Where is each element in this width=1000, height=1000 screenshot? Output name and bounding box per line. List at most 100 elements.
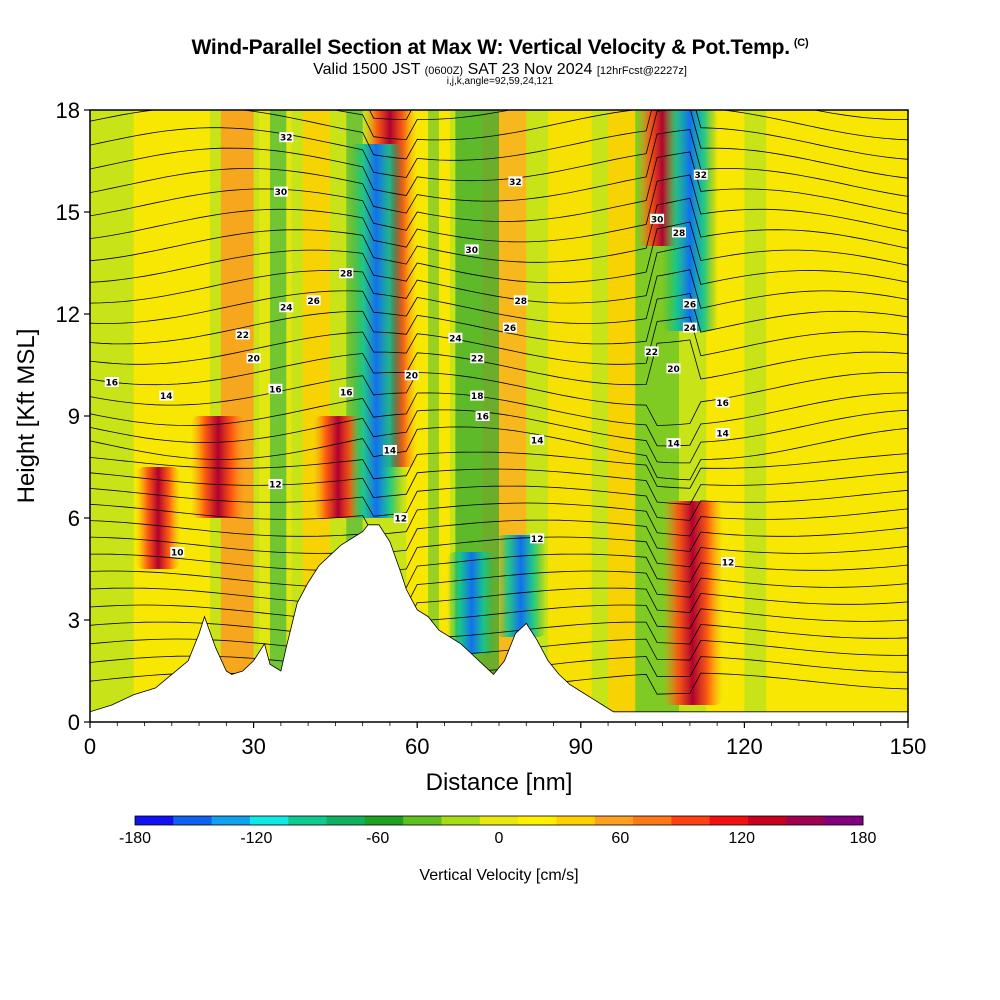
contour-label-bg: [715, 428, 730, 438]
theta-contour-line: [90, 339, 908, 386]
x-tick-label: 30: [241, 734, 265, 759]
contour-label-text: 12: [269, 481, 282, 491]
contour-label: 22: [470, 353, 485, 365]
contour-label: 12: [268, 479, 283, 491]
contour-label-bg: [268, 383, 283, 394]
chart-title: Wind-Parallel Section at Max W: Vertical…: [0, 36, 1000, 60]
theta-contour-line: [90, 129, 908, 214]
theta-contour-line: [90, 245, 908, 304]
colorbar-tick-label: 0: [495, 830, 504, 847]
y-tick-label: 15: [56, 200, 80, 225]
weak-downdraft-band: [428, 110, 440, 722]
theta-contour-line: [90, 151, 908, 231]
theta-contour-line: [90, 221, 908, 284]
colorbar-swatch: [173, 816, 213, 825]
contour-label-bg: [306, 295, 321, 306]
contour-label-bg: [530, 533, 545, 544]
colorbar-swatch: [786, 816, 826, 825]
contour-label-bg: [404, 370, 419, 381]
contour-label-bg: [513, 295, 528, 306]
contour-label: 24: [448, 332, 463, 344]
contour-label-text: 28: [340, 270, 353, 280]
contour-label-text: 16: [269, 385, 282, 395]
contour-label-bg: [268, 479, 283, 489]
contour-label-text: 20: [405, 372, 418, 382]
contour-label-text: 30: [275, 188, 288, 198]
contour-label-bg: [170, 547, 185, 557]
contour-label-text: 32: [695, 171, 708, 181]
contour-label: 16: [268, 383, 283, 395]
contour-label-text: 22: [236, 331, 249, 341]
weak-updraft-band: [608, 110, 636, 722]
theta-contour-line: [90, 372, 908, 426]
colorbar-swatch: [633, 816, 672, 825]
colorbar-swatch: [249, 816, 289, 825]
contour-label: 22: [644, 346, 659, 358]
terrain: [90, 524, 908, 722]
y-tick-label: 6: [68, 506, 80, 531]
weak-downdraft-band: [269, 110, 287, 722]
contour-label-bg: [650, 213, 665, 224]
contour-label-bg: [393, 513, 408, 523]
colorbar-swatch: [709, 816, 749, 825]
contour-label-bg: [382, 445, 397, 455]
contour-label-text: 24: [280, 304, 293, 314]
contour-label-bg: [273, 186, 288, 197]
y-tick-label: 9: [68, 404, 80, 429]
colorbar-tick-label: -180: [119, 830, 151, 847]
weak-updraft-band: [766, 110, 908, 722]
contour-label-text: 20: [247, 355, 260, 365]
x-tick-label: 150: [890, 734, 927, 759]
downdraft-core: [661, 110, 719, 331]
contour-label-text: 26: [504, 324, 517, 334]
colorbar-swatch: [748, 816, 787, 825]
downdraft-core: [495, 535, 547, 637]
theta-contour-line: [90, 316, 908, 365]
updraft-core: [136, 467, 180, 569]
contour-label-text: 26: [684, 300, 697, 310]
theta-contour-line: [90, 604, 908, 643]
contour-label: 24: [682, 322, 697, 334]
theta-contour-line: [90, 110, 908, 160]
theta-contour-line: [90, 293, 908, 345]
contour-label-bg: [470, 353, 485, 364]
contour-label: 14: [382, 445, 397, 457]
colorbar-tick-label: -120: [240, 830, 272, 847]
contour-label-bg: [715, 397, 730, 408]
contour-label-bg: [246, 353, 261, 364]
contour-label-bg: [235, 329, 250, 340]
colorbar-frame: [134, 815, 864, 826]
contour-label-text: 28: [515, 297, 528, 307]
contour-label: 24: [279, 302, 294, 314]
contour-label: 26: [502, 322, 517, 334]
colorbar-swatch: [594, 816, 634, 825]
forecast-info: [12hrFcst@2227z]: [596, 65, 687, 77]
colorbar-swatch: [135, 816, 174, 825]
theta-contour-line: [90, 409, 908, 464]
colorbar-title: Vertical Velocity [cm/s]: [419, 867, 578, 884]
theta-contour-line: [90, 110, 908, 196]
contour-label-text: 30: [651, 215, 664, 225]
contour-label: 14: [159, 390, 174, 402]
plot-area: 10 12 12 12 12 14 14 14 14 14 16 16 16 16 16 18 20 20 20 22…: [90, 6, 908, 722]
contour-label: 14: [666, 438, 681, 450]
contour-label-text: 28: [673, 229, 686, 239]
contour-label-bg: [682, 322, 697, 333]
contour-label-text: 12: [395, 515, 408, 525]
y-tick-label: 12: [56, 302, 80, 327]
contour-label-text: 30: [465, 246, 478, 256]
contour-label-bg: [464, 244, 479, 255]
axes: 0 30 60 90 120 150 0 3 6 9 12 15 18: [56, 98, 927, 759]
contour-label: 12: [530, 533, 545, 545]
contour-label-bg: [644, 346, 659, 357]
contour-label-text: 12: [722, 559, 735, 569]
theta-contour-line: [90, 110, 908, 178]
contour-label-text: 14: [716, 430, 729, 440]
colorbar-swatch: [403, 816, 442, 825]
downdraft-core: [349, 144, 404, 518]
theta-contour-line: [90, 519, 908, 554]
theta-contour-line: [90, 6, 908, 99]
theta-contour-line: [90, 197, 908, 265]
y-tick-label: 18: [56, 98, 80, 123]
contour-label: 20: [666, 363, 681, 375]
